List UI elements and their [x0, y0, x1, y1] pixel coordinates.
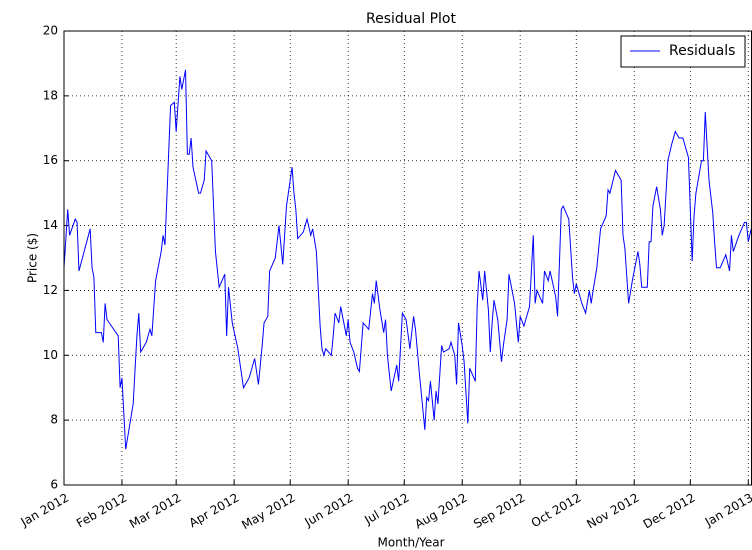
x-tick-label: Jul 2012	[361, 491, 411, 528]
y-tick-label: 16	[43, 153, 58, 167]
x-tick-label: Feb 2012	[74, 491, 129, 531]
y-tick-label: 6	[50, 478, 58, 492]
series-line	[63, 69, 752, 450]
y-tick-label: 18	[43, 88, 58, 102]
x-tick-label: Jun 2012	[302, 491, 356, 530]
chart-title: Residual Plot	[366, 11, 456, 27]
x-tick-label: Dec 2012	[641, 491, 698, 532]
x-tick-label: Apr 2012	[187, 491, 242, 531]
legend-label: Residuals	[669, 43, 735, 59]
x-tick-label: Mar 2012	[127, 491, 183, 532]
x-tick-label: May 2012	[239, 491, 297, 533]
x-tick-label: Nov 2012	[584, 491, 641, 532]
y-tick-label: 8	[50, 413, 58, 427]
x-tick-label: Sep 2012	[471, 491, 527, 532]
x-tick-label: Jan 2012	[18, 491, 72, 530]
x-axis-label: Month/Year	[377, 536, 444, 550]
y-tick-label: 12	[43, 283, 58, 297]
y-tick-label: 14	[43, 218, 58, 232]
y-tick-label: 20	[43, 24, 58, 38]
x-tick-label: Aug 2012	[412, 491, 469, 532]
x-tick-label: Jan 2013	[702, 491, 752, 530]
y-axis-label: Price ($)	[26, 233, 40, 283]
legend: Residuals	[620, 35, 746, 68]
y-tick-label: 10	[43, 348, 58, 362]
x-tick-label: Oct 2012	[529, 491, 584, 531]
